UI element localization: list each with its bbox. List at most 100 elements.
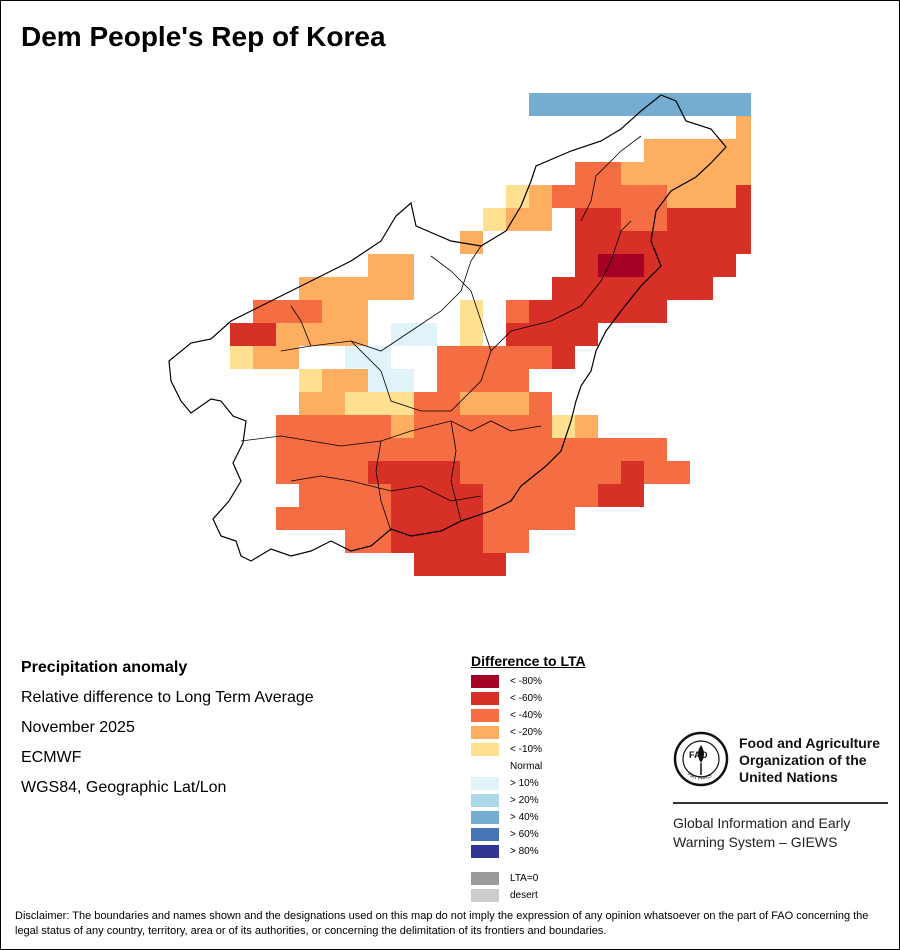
legend: Difference to LTA < -80% < -60% < -40% < -2… bbox=[471, 653, 586, 904]
legend-extra: LTA=0 desert bbox=[471, 870, 586, 904]
legend-class-swatch bbox=[471, 692, 499, 705]
map-cell bbox=[368, 369, 391, 392]
map-cell bbox=[690, 208, 713, 231]
map-cell bbox=[345, 530, 368, 553]
map-info: Precipitation anomaly Relative differenc… bbox=[21, 658, 314, 808]
legend-class-row: < -40% bbox=[471, 707, 586, 724]
map-cell bbox=[598, 162, 621, 185]
map-cell bbox=[391, 507, 414, 530]
map-cell bbox=[322, 461, 345, 484]
map-cell bbox=[483, 277, 506, 300]
map-cell bbox=[345, 369, 368, 392]
map-cell bbox=[644, 231, 667, 254]
map-cell bbox=[345, 392, 368, 415]
map-cell bbox=[736, 162, 751, 185]
map-cell bbox=[506, 346, 529, 369]
map-cell bbox=[506, 208, 529, 231]
map-cell bbox=[483, 415, 506, 438]
system-line-2: Warning System – GIEWS bbox=[673, 834, 838, 850]
map-cell bbox=[621, 185, 644, 208]
legend-class-label: > 20% bbox=[510, 795, 539, 806]
legend-class-swatch bbox=[471, 811, 499, 824]
map-cell bbox=[368, 254, 391, 277]
map-cell bbox=[368, 300, 391, 323]
map-cell bbox=[483, 392, 506, 415]
legend-class-swatch bbox=[471, 743, 499, 756]
map-cell bbox=[552, 438, 575, 461]
map-cell bbox=[529, 415, 552, 438]
org-line-3: United Nations bbox=[739, 769, 838, 785]
map-cell bbox=[575, 484, 598, 507]
map-cell bbox=[529, 484, 552, 507]
map-cell bbox=[598, 185, 621, 208]
map-cell bbox=[322, 392, 345, 415]
map-cell bbox=[644, 208, 667, 231]
map-cell bbox=[460, 231, 483, 254]
precipitation-map bbox=[168, 93, 751, 576]
map-cell bbox=[414, 484, 437, 507]
map-cell bbox=[644, 300, 667, 323]
map-cell bbox=[506, 530, 529, 553]
map-cell bbox=[529, 300, 552, 323]
map-cell bbox=[713, 162, 736, 185]
map-cell bbox=[621, 300, 644, 323]
map-cell bbox=[667, 162, 690, 185]
map-cell bbox=[644, 93, 667, 116]
map-cell bbox=[299, 415, 322, 438]
map-cell bbox=[506, 300, 529, 323]
map-cell bbox=[644, 185, 667, 208]
map-cell bbox=[483, 438, 506, 461]
map-cell bbox=[598, 484, 621, 507]
province-boundary bbox=[280, 245, 482, 352]
map-cell bbox=[299, 369, 322, 392]
map-cell bbox=[437, 254, 460, 277]
map-cell bbox=[529, 461, 552, 484]
legend-class-label: > 60% bbox=[510, 829, 539, 840]
organization-name: Food and Agriculture Organization of the… bbox=[739, 735, 899, 786]
map-cell bbox=[529, 323, 552, 346]
map-cell bbox=[460, 369, 483, 392]
map-cell bbox=[736, 116, 751, 139]
map-cell bbox=[598, 93, 621, 116]
map-cell bbox=[575, 461, 598, 484]
legend-extra-swatch bbox=[471, 889, 499, 902]
legend-extra-swatch bbox=[471, 872, 499, 885]
map-cell bbox=[690, 277, 713, 300]
map-cell bbox=[414, 553, 437, 576]
map-cell bbox=[322, 277, 345, 300]
map-cell bbox=[667, 185, 690, 208]
legend-class-row: < -60% bbox=[471, 690, 586, 707]
map-cell bbox=[598, 208, 621, 231]
map-cell bbox=[414, 300, 437, 323]
map-cell bbox=[598, 254, 621, 277]
legend-class-row: > 80% bbox=[471, 843, 586, 860]
legend-extra-label: LTA=0 bbox=[510, 873, 539, 884]
map-cell bbox=[552, 300, 575, 323]
map-cell bbox=[483, 346, 506, 369]
map-cell bbox=[575, 208, 598, 231]
map-cell bbox=[529, 277, 552, 300]
map-cell bbox=[483, 300, 506, 323]
map-cell bbox=[713, 208, 736, 231]
map-cell bbox=[414, 438, 437, 461]
map-cell bbox=[437, 507, 460, 530]
map-cell bbox=[391, 461, 414, 484]
legend-classes: < -80% < -60% < -40% < -20% < -10% Normal > 10… bbox=[471, 673, 586, 860]
disclaimer: Disclaimer: The boundaries and names sho… bbox=[15, 910, 869, 937]
legend-class-row: > 40% bbox=[471, 809, 586, 826]
map-cell bbox=[483, 461, 506, 484]
map-cell bbox=[368, 323, 391, 346]
map-cell bbox=[437, 415, 460, 438]
legend-extra-row: desert bbox=[471, 887, 586, 904]
map-cell bbox=[644, 162, 667, 185]
legend-class-swatch bbox=[471, 760, 499, 773]
map-cell bbox=[644, 139, 667, 162]
map-cell bbox=[736, 93, 751, 116]
map-cell bbox=[598, 277, 621, 300]
map-cell bbox=[575, 323, 598, 346]
legend-class-swatch bbox=[471, 726, 499, 739]
legend-class-row: > 10% bbox=[471, 775, 586, 792]
province-boundary bbox=[450, 420, 462, 522]
map-cell bbox=[299, 277, 322, 300]
map-cell bbox=[460, 553, 483, 576]
